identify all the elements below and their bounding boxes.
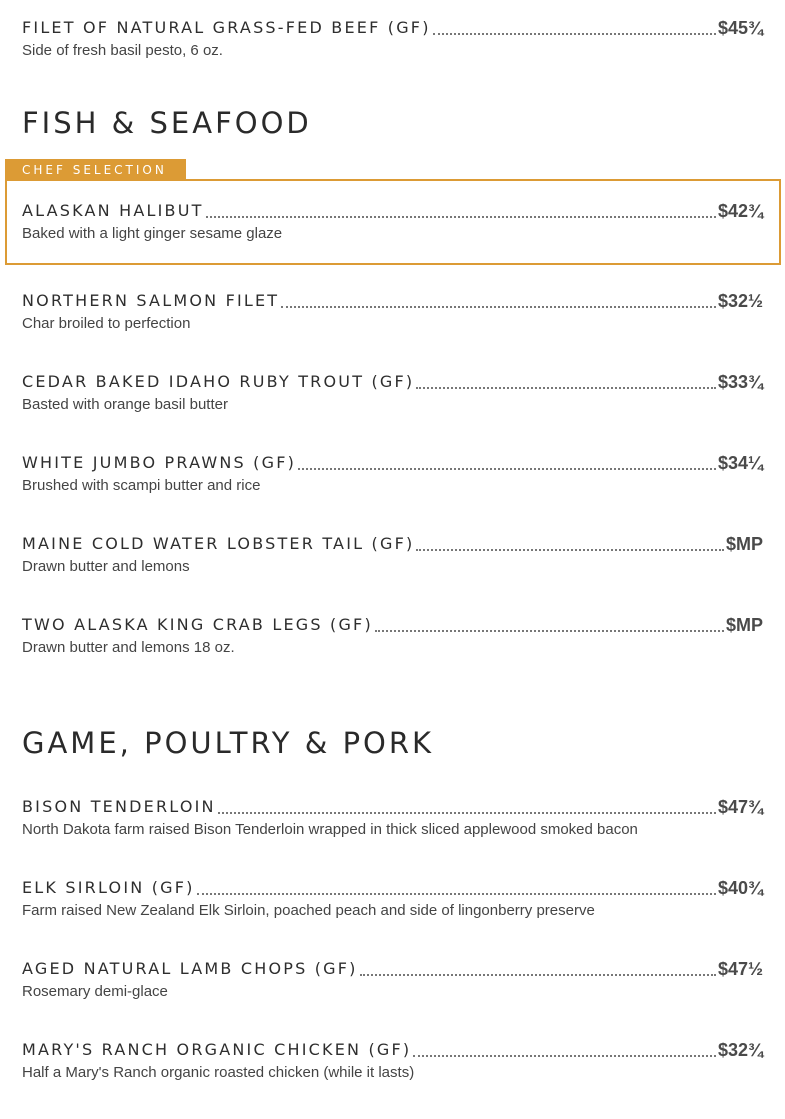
fish-list: ALASKAN HALIBUT $42¾ Baked with a light gi… bbox=[0, 199, 785, 694]
item-price: $MP bbox=[725, 534, 763, 554]
dot-leader bbox=[281, 306, 716, 308]
item-name: MAINE COLD WATER LOBSTER TAIL (GF) bbox=[22, 534, 415, 553]
item-name: TWO ALASKA KING CRAB LEGS (GF) bbox=[22, 615, 373, 634]
dot-leader bbox=[359, 974, 716, 976]
item-price: $32¾ bbox=[717, 1040, 763, 1060]
dot-leader bbox=[413, 1055, 716, 1057]
item-price: $32½ bbox=[717, 291, 763, 311]
item-description: Farm raised New Zealand Elk Sirloin, poa… bbox=[22, 902, 595, 919]
item-price: $MP bbox=[725, 615, 763, 635]
dot-leader bbox=[205, 216, 716, 218]
item-description: Half a Mary's Ranch organic roasted chic… bbox=[22, 1064, 415, 1081]
dot-leader bbox=[416, 549, 724, 551]
item-description: Basted with orange basil butter bbox=[22, 396, 228, 413]
section-title-game: GAME, POULTRY & PORK bbox=[22, 726, 435, 760]
dot-leader bbox=[217, 812, 716, 814]
item-description: Baked with a light ginger sesame glaze bbox=[22, 225, 283, 242]
dot-leader bbox=[416, 387, 716, 389]
item-name: ALASKAN HALIBUT bbox=[22, 201, 204, 220]
item-name: AGED NATURAL LAMB CHOPS (GF) bbox=[22, 959, 358, 978]
dot-leader bbox=[196, 893, 716, 895]
item-description: Rosemary demi-glace bbox=[22, 983, 168, 1000]
item-price: $33¾ bbox=[717, 372, 763, 392]
item-description: Drawn butter and lemons 18 oz. bbox=[22, 639, 235, 656]
menu-item: FILET OF NATURAL GRASS-FED BEEF (GF) $45¾… bbox=[0, 16, 785, 97]
item-name: NORTHERN SALMON FILET bbox=[22, 291, 280, 310]
item-name: FILET OF NATURAL GRASS-FED BEEF (GF) bbox=[22, 18, 431, 37]
game-list: BISON TENDERLOIN $47¾ North Dakota farm ra… bbox=[0, 795, 785, 1119]
item-description: North Dakota farm raised Bison Tenderloi… bbox=[22, 821, 638, 838]
dot-leader bbox=[298, 468, 716, 470]
item-price: $47½ bbox=[717, 959, 763, 979]
dot-leader bbox=[374, 630, 724, 632]
item-description: Drawn butter and lemons bbox=[22, 558, 190, 575]
chef-selection-badge: CHEF SELECTION bbox=[5, 159, 186, 180]
dot-leader bbox=[432, 33, 716, 35]
featured-item-box bbox=[5, 179, 781, 265]
item-name: WHITE JUMBO PRAWNS (GF) bbox=[22, 453, 297, 472]
item-price: $34¼ bbox=[717, 453, 763, 473]
item-price: $45¾ bbox=[717, 18, 763, 38]
item-description: Char broiled to perfection bbox=[22, 315, 191, 332]
item-description: Brushed with scampi butter and rice bbox=[22, 477, 261, 494]
item-price: $47¾ bbox=[717, 797, 763, 817]
section-title-fish: FISH & SEAFOOD bbox=[22, 106, 312, 140]
item-description: Side of fresh basil pesto, 6 oz. bbox=[22, 42, 223, 59]
item-name: MARY'S RANCH ORGANIC CHICKEN (GF) bbox=[22, 1040, 412, 1059]
item-price: $40¾ bbox=[717, 878, 763, 898]
item-name: BISON TENDERLOIN bbox=[22, 797, 216, 816]
item-name: CEDAR BAKED IDAHO RUBY TROUT (GF) bbox=[22, 372, 415, 391]
item-price: $42¾ bbox=[717, 201, 763, 221]
item-name: ELK SIRLOIN (GF) bbox=[22, 878, 195, 897]
